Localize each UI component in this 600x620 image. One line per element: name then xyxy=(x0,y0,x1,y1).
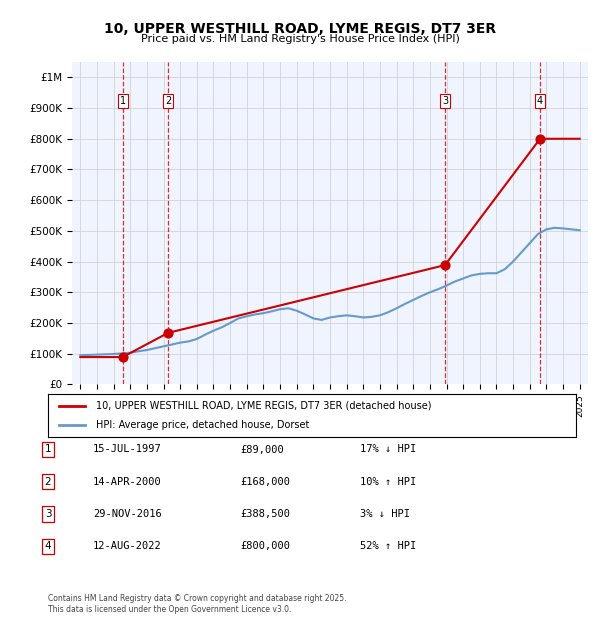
Text: 3: 3 xyxy=(44,509,52,519)
Text: 17% ↓ HPI: 17% ↓ HPI xyxy=(360,445,416,454)
Point xyxy=(440,260,450,270)
Text: £388,500: £388,500 xyxy=(240,509,290,519)
Text: 12-AUG-2022: 12-AUG-2022 xyxy=(93,541,162,551)
Text: 3: 3 xyxy=(442,95,448,105)
Text: Contains HM Land Registry data © Crown copyright and database right 2025.
This d: Contains HM Land Registry data © Crown c… xyxy=(48,595,347,614)
Text: £800,000: £800,000 xyxy=(240,541,290,551)
Text: £168,000: £168,000 xyxy=(240,477,290,487)
Text: £89,000: £89,000 xyxy=(240,445,284,454)
Text: 4: 4 xyxy=(44,541,52,551)
Point xyxy=(535,134,545,144)
Text: 10% ↑ HPI: 10% ↑ HPI xyxy=(360,477,416,487)
Point xyxy=(163,328,173,338)
Text: 1: 1 xyxy=(44,445,52,454)
Text: Price paid vs. HM Land Registry's House Price Index (HPI): Price paid vs. HM Land Registry's House … xyxy=(140,34,460,44)
Text: 14-APR-2000: 14-APR-2000 xyxy=(93,477,162,487)
Text: 3% ↓ HPI: 3% ↓ HPI xyxy=(360,509,410,519)
Point xyxy=(118,352,127,362)
Text: 2: 2 xyxy=(44,477,52,487)
Text: 29-NOV-2016: 29-NOV-2016 xyxy=(93,509,162,519)
Text: 4: 4 xyxy=(537,95,543,105)
Text: 10, UPPER WESTHILL ROAD, LYME REGIS, DT7 3ER (detached house): 10, UPPER WESTHILL ROAD, LYME REGIS, DT7… xyxy=(95,401,431,411)
Text: 15-JUL-1997: 15-JUL-1997 xyxy=(93,445,162,454)
Text: HPI: Average price, detached house, Dorset: HPI: Average price, detached house, Dors… xyxy=(95,420,309,430)
Text: 52% ↑ HPI: 52% ↑ HPI xyxy=(360,541,416,551)
Text: 2: 2 xyxy=(165,95,172,105)
Text: 10, UPPER WESTHILL ROAD, LYME REGIS, DT7 3ER: 10, UPPER WESTHILL ROAD, LYME REGIS, DT7… xyxy=(104,22,496,36)
Text: 1: 1 xyxy=(119,95,125,105)
